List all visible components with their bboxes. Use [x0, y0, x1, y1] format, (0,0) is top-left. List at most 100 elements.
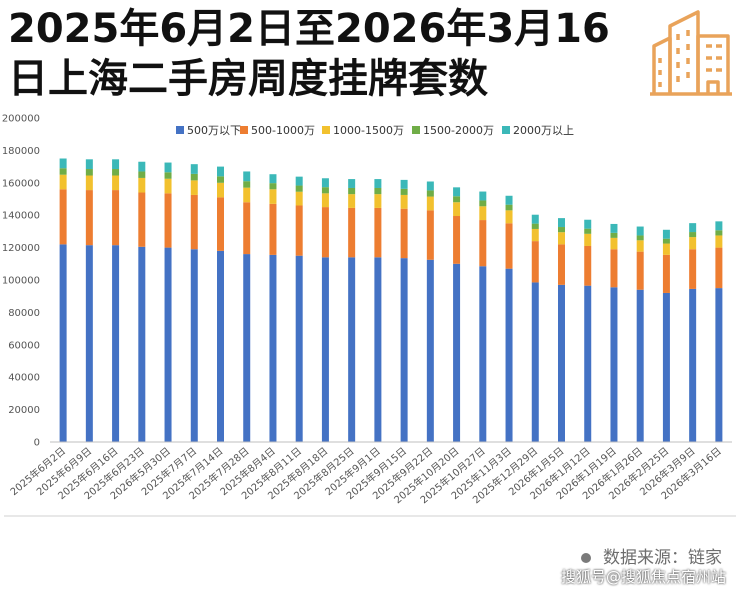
stacked-bar-chart: 500万以下 500-1000万 1000-1500万 1500-2000万 2000万…	[2, 114, 736, 517]
legend-swatch	[176, 126, 184, 134]
bar-segment	[138, 171, 146, 178]
bar-segment	[269, 174, 277, 184]
source-text: 数据来源：链家	[603, 548, 722, 568]
bar-segment	[400, 258, 408, 442]
bar-segment	[662, 229, 670, 239]
bar-segment	[505, 223, 513, 269]
bar-segment	[138, 161, 146, 172]
bar-segment	[243, 202, 251, 255]
bar-segment	[217, 176, 224, 183]
bar-segment	[85, 190, 93, 246]
bar-segment	[321, 257, 329, 442]
bar-segment	[164, 178, 172, 194]
bar-segment	[400, 188, 408, 195]
bar-segment	[531, 282, 539, 442]
bar-segment	[558, 284, 565, 442]
bar-segment	[584, 219, 592, 229]
bar-segment	[374, 257, 382, 442]
bar-segment	[164, 247, 172, 442]
legend-swatch	[502, 126, 510, 134]
bar-segment	[558, 232, 565, 245]
bar-segment	[505, 210, 513, 224]
bar-segment	[662, 292, 670, 442]
bar-segment	[689, 288, 697, 442]
bar-segment	[479, 191, 487, 201]
bar-segment	[479, 266, 487, 442]
bar-segment	[190, 249, 198, 442]
bar-segment	[321, 187, 329, 194]
chart-legend: 500万以下 500-1000万 1000-1500万 1500-2000万 2000万…	[176, 124, 574, 137]
y-tick-label: 180000	[2, 146, 40, 157]
y-tick-label: 60000	[8, 340, 40, 351]
bar-segment	[217, 182, 224, 198]
legend-swatch	[322, 126, 330, 134]
title-line-2: 日上海二手房周度挂牌套数	[8, 56, 488, 102]
bar-segment	[636, 240, 644, 252]
bar-segment	[321, 178, 329, 188]
bar-segment	[426, 196, 434, 211]
bar-segment	[453, 202, 461, 217]
title-line-1: 2025年6月2日至2026年3月16	[8, 6, 610, 52]
source-dot	[581, 553, 591, 563]
y-tick-label: 0	[34, 438, 40, 449]
bar-segment	[243, 181, 251, 188]
bar-segment	[59, 189, 67, 245]
legend-swatch	[412, 126, 420, 134]
bar-segment	[190, 180, 198, 195]
bar-segment	[243, 254, 251, 442]
bar-segment	[453, 263, 461, 442]
bar-segment	[138, 246, 146, 442]
bar-segment	[190, 194, 198, 250]
bar-segment	[112, 159, 120, 170]
bar-segment	[295, 185, 303, 192]
bar-segment	[636, 289, 644, 442]
bar-segment	[85, 245, 93, 442]
bar-segment	[715, 235, 723, 248]
bar-segment	[662, 254, 670, 293]
bar-segment	[295, 205, 303, 256]
bar-segment	[164, 193, 172, 248]
bar-segment	[584, 228, 592, 234]
bar-segment	[610, 232, 618, 238]
bar-segment	[426, 190, 434, 197]
bar-segment	[269, 183, 277, 190]
bar-segment	[348, 194, 356, 208]
building-icon	[650, 10, 732, 96]
bar-segment	[531, 214, 539, 224]
bar-segment	[479, 200, 487, 207]
bar-segment	[610, 223, 618, 233]
legend-swatch	[240, 126, 248, 134]
bar-segment	[217, 250, 224, 442]
watermark: 搜狐号@搜狐焦点宿州站	[560, 568, 726, 586]
bar-segment	[453, 187, 461, 197]
bar-segment	[217, 197, 224, 251]
bar-segment	[610, 237, 618, 250]
bar-segment	[321, 193, 329, 208]
bar-segment	[689, 249, 697, 289]
bar-segment	[400, 208, 408, 259]
bar-segment	[689, 237, 697, 250]
bar-segment	[636, 235, 644, 241]
bar-segment	[85, 159, 93, 170]
bar-segment	[138, 177, 146, 193]
bar-segment	[374, 207, 382, 258]
y-tick-label: 140000	[2, 211, 40, 222]
bar-segment	[59, 244, 67, 442]
bar-segment	[59, 174, 67, 190]
page-title: 2025年6月2日至2026年3月16 日上海二手房周度挂牌套数	[8, 4, 628, 104]
bar-segment	[689, 232, 697, 238]
bar-segment	[662, 243, 670, 255]
bar-segment	[584, 233, 592, 246]
bar-segment	[348, 179, 356, 188]
bar-segment	[190, 164, 198, 174]
bars-group	[59, 158, 723, 442]
data-source: 数据来源：链家	[581, 543, 722, 568]
bar-segment	[584, 285, 592, 442]
bar-segment	[636, 251, 644, 290]
bar-segment	[531, 223, 539, 229]
bar-segment	[610, 287, 618, 442]
bar-segment	[348, 257, 356, 442]
bar-segment	[610, 249, 618, 288]
bar-segment	[374, 194, 382, 208]
legend-label: 1500-2000万	[423, 124, 494, 137]
